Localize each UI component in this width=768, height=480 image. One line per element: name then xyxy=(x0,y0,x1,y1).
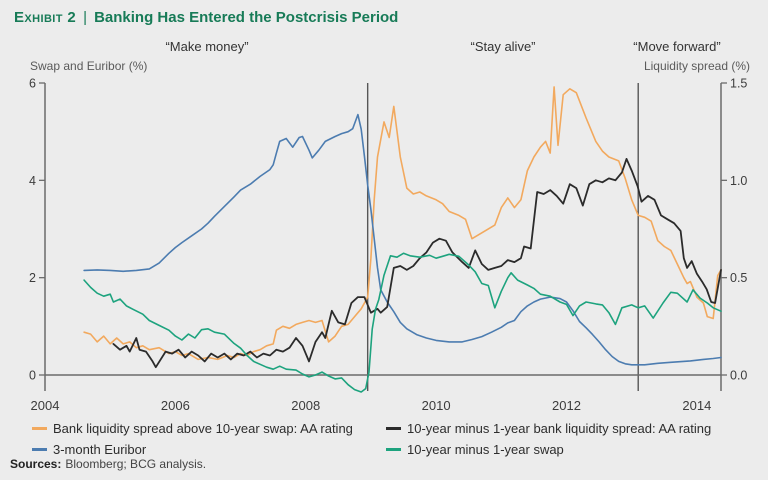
x-axis-year-label: 2010 xyxy=(422,398,451,413)
left-axis-tick-label: 4 xyxy=(29,174,36,188)
series-line-euribor-3m xyxy=(83,113,722,366)
phase-label-stay-alive: “Stay alive” xyxy=(470,39,536,54)
legend-label: Bank liquidity spread above 10-year swap… xyxy=(53,421,353,436)
right-axis-tick-label: 1.5 xyxy=(730,77,747,91)
x-axis-year-label: 2004 xyxy=(31,398,60,413)
x-axis-year-label: 2006 xyxy=(161,398,190,413)
x-axis-year-label: 2012 xyxy=(552,398,581,413)
legend-item-bank-liquidity-spread-10y-swap: Bank liquidity spread above 10-year swap… xyxy=(32,418,353,439)
x-axis-year-label: 2008 xyxy=(291,398,320,413)
phase-label-move-forward: “Move forward” xyxy=(633,39,721,54)
left-axis-title: Swap and Euribor (%) xyxy=(30,59,148,73)
sources-label: Sources: xyxy=(10,457,62,471)
legend-item-swap-10y-minus-1y: 10-year minus 1-year swap xyxy=(386,439,711,460)
sources-text: Bloomberg; BCG analysis. xyxy=(65,457,207,471)
legend-dash-icon xyxy=(32,427,47,430)
left-axis-tick-label: 2 xyxy=(29,271,36,285)
chart-legend-right-column: 10-year minus 1-year bank liquidity spre… xyxy=(386,418,711,460)
legend-label: 10-year minus 1-year swap xyxy=(407,442,564,457)
right-axis-tick-label: 1.0 xyxy=(730,174,747,188)
right-axis-tick-label: 0.0 xyxy=(730,369,747,383)
phase-label-make-money: “Make money” xyxy=(165,39,249,54)
legend-dash-icon xyxy=(386,427,401,430)
right-axis-tick-label: 0.5 xyxy=(730,271,747,285)
x-axis-year-label: 2014 xyxy=(682,398,711,413)
series-line-liquidity-spread-10y-minus-1y xyxy=(112,157,722,369)
exhibit-title: Exhibit 2 | Banking Has Entered the Postcr… xyxy=(14,9,398,26)
legend-item-liquidity-spread-10y-minus-1y: 10-year minus 1-year bank liquidity spre… xyxy=(386,418,711,439)
legend-dash-icon xyxy=(386,448,401,451)
series-line-swap-10y-minus-1y xyxy=(83,252,722,393)
series-line-bank-liquidity-spread-10y-swap xyxy=(83,86,722,361)
left-axis-tick-label: 0 xyxy=(29,369,36,383)
legend-label: 3-month Euribor xyxy=(53,442,147,457)
exhibit-number-label: Exhibit 2 xyxy=(14,9,77,26)
right-axis-title: Liquidity spread (%) xyxy=(643,59,750,73)
left-axis-tick-label: 6 xyxy=(29,77,36,91)
sources-note: Sources: Bloomberg; BCG analysis. xyxy=(10,457,206,471)
legend-item-euribor-3m: 3-month Euribor xyxy=(32,439,353,460)
chart-legend-left-column: Bank liquidity spread above 10-year swap… xyxy=(32,418,353,460)
legend-label: 10-year minus 1-year bank liquidity spre… xyxy=(407,421,712,436)
title-separator: | xyxy=(83,9,88,26)
legend-dash-icon xyxy=(32,448,47,451)
page-title: Banking Has Entered the Postcrisis Perio… xyxy=(94,9,399,26)
